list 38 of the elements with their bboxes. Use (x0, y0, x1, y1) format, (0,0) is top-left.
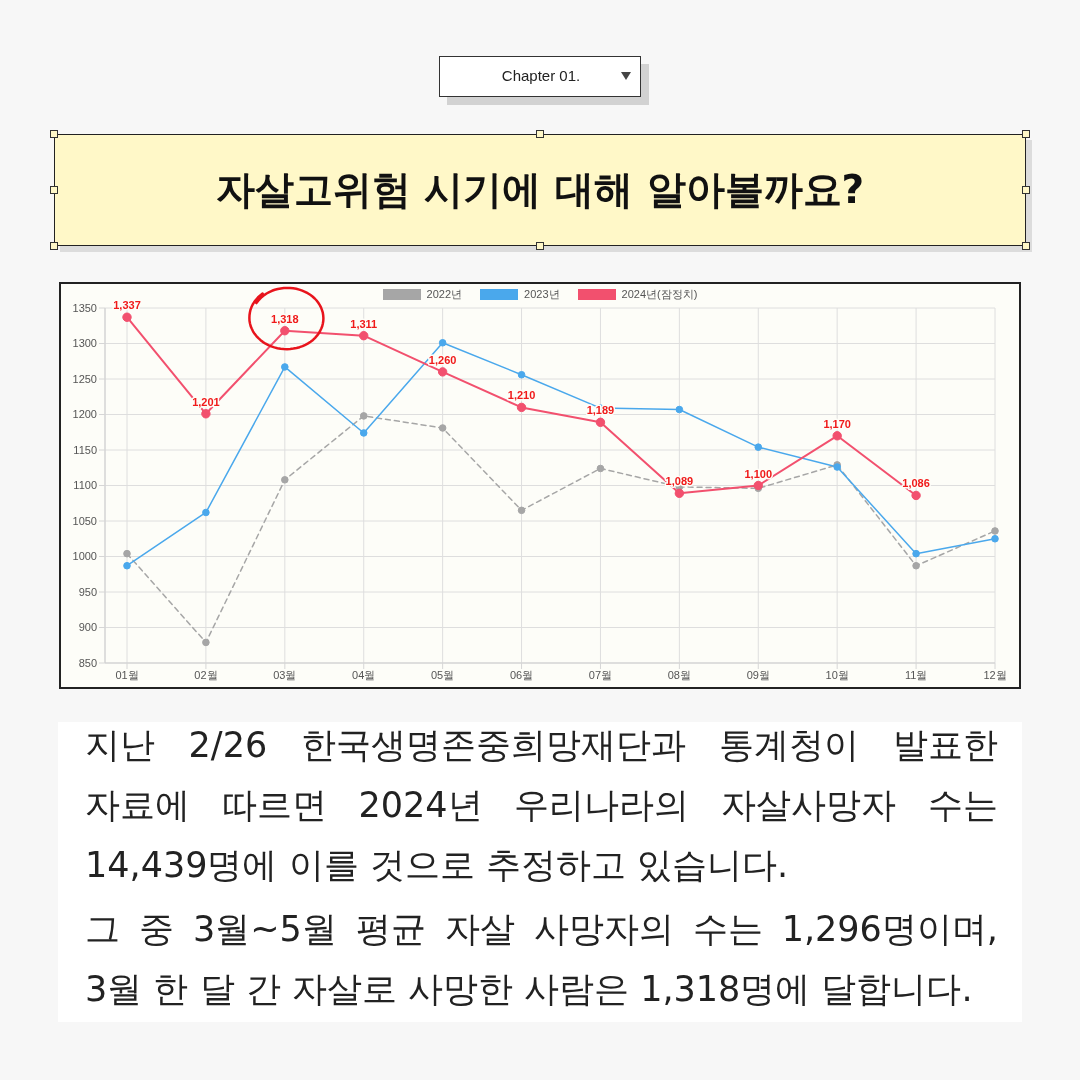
y-tick-label: 1300 (72, 337, 97, 350)
data-label: 1,337 (113, 299, 141, 312)
y-tick-label: 1250 (72, 372, 97, 385)
x-tick-label: 03월 (273, 668, 297, 681)
x-tick-label: 02월 (194, 668, 218, 681)
x-tick-label: 09월 (746, 668, 770, 681)
x-tick-label: 05월 (431, 668, 455, 681)
x-tick-label: 06월 (509, 668, 534, 681)
text: 지난 2/26 한국생명존중희망재단과 통계청이 발표한 자료에 따르면 2024년 우리나라의 자살사망자 수는 14,439명에 이를 것으로 추정하고 있습니다. (85, 724, 998, 887)
y-tick-label: 1100 (73, 479, 97, 492)
x-tick-label: 07월 (588, 668, 613, 681)
data-label: 1,170 (823, 417, 851, 430)
y-tick-label: 950 (78, 585, 97, 598)
data-label: 1,260 (428, 353, 457, 366)
y-tick-label: 1200 (72, 408, 97, 421)
text: Chapter 01. (500, 67, 582, 84)
data-label: 1,100 (744, 467, 773, 480)
legend-label: 2023년 (524, 287, 560, 302)
text: 그 중 3월~5월 평균 자살 사망자의 수는 1,296명이며, 3월 한 달 간 자살로 사망한 사람은 1,318명에 달합니다. (85, 908, 998, 1011)
x-tick-label: 08월 (667, 668, 691, 681)
legend-label: 2024년(잠정치) (621, 287, 698, 302)
y-tick-label: 850 (78, 656, 97, 669)
y-tick-label: 1350 (72, 301, 97, 314)
legend-label: 2022년 (426, 287, 463, 302)
x-tick-label: 04월 (352, 668, 376, 681)
x-tick-label: 11월 (904, 668, 928, 681)
y-tick-label: 1050 (72, 514, 97, 527)
x-tick-label: 12월 (983, 668, 1007, 681)
y-tick-label: 1150 (73, 443, 97, 456)
y-tick-label: 900 (78, 621, 97, 634)
chart-title: 자살고위험 시기에 대해 알아볼까요? (215, 166, 865, 214)
x-tick-label: 01월 (115, 668, 139, 681)
data-label: 1,210 (507, 389, 536, 402)
y-tick-label: 1000 (72, 550, 97, 563)
data-label: 1,086 (902, 477, 930, 490)
data-label: 1,311 (350, 317, 378, 330)
x-tick-label: 10월 (825, 668, 849, 681)
data-label: 1,089 (665, 475, 694, 488)
